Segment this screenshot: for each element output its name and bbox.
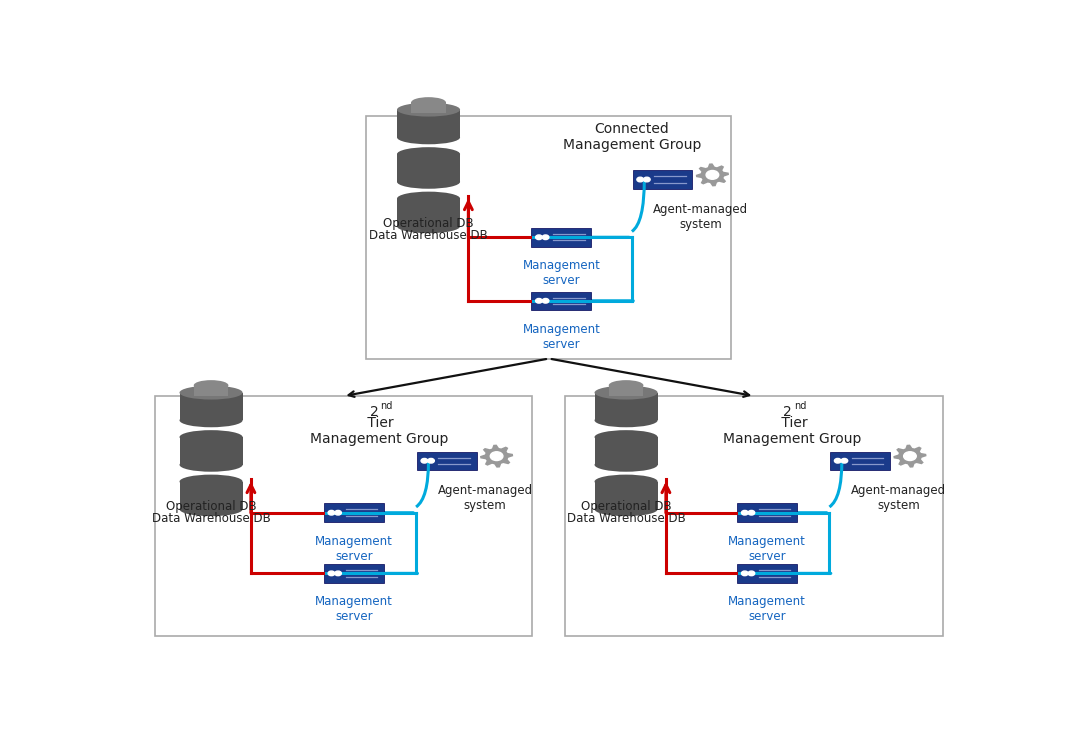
Text: Connected
Management Group: Connected Management Group — [562, 122, 702, 152]
FancyBboxPatch shape — [608, 386, 644, 396]
Text: Management
server: Management server — [315, 535, 393, 562]
Ellipse shape — [397, 103, 461, 116]
FancyBboxPatch shape — [366, 116, 731, 358]
FancyBboxPatch shape — [397, 110, 461, 137]
Circle shape — [328, 571, 335, 576]
Circle shape — [335, 511, 342, 515]
Text: Operational DB: Operational DB — [166, 500, 256, 513]
Ellipse shape — [594, 458, 658, 472]
FancyBboxPatch shape — [531, 228, 591, 247]
FancyBboxPatch shape — [180, 392, 243, 420]
Polygon shape — [480, 445, 513, 468]
Circle shape — [427, 458, 435, 463]
FancyBboxPatch shape — [830, 452, 890, 470]
Circle shape — [328, 511, 335, 515]
Text: Management
server: Management server — [728, 596, 806, 623]
FancyBboxPatch shape — [594, 392, 658, 420]
Ellipse shape — [594, 413, 658, 428]
Ellipse shape — [180, 475, 243, 488]
Text: Agent-managed
system: Agent-managed system — [653, 202, 749, 230]
Circle shape — [335, 571, 342, 576]
Text: Data Warehouse DB: Data Warehouse DB — [567, 512, 685, 524]
Text: Management
server: Management server — [728, 535, 806, 562]
FancyBboxPatch shape — [323, 503, 383, 522]
Ellipse shape — [194, 380, 228, 391]
Ellipse shape — [397, 147, 461, 161]
Ellipse shape — [180, 386, 243, 400]
Text: Management
server: Management server — [315, 596, 393, 623]
Circle shape — [834, 458, 841, 463]
Text: Agent-managed
system: Agent-managed system — [437, 484, 532, 512]
Circle shape — [741, 571, 748, 576]
Ellipse shape — [608, 380, 644, 391]
FancyBboxPatch shape — [397, 154, 461, 182]
Ellipse shape — [180, 413, 243, 428]
Ellipse shape — [397, 192, 461, 206]
Text: Tier
Management Group: Tier Management Group — [310, 416, 448, 446]
Circle shape — [841, 458, 848, 463]
Polygon shape — [893, 445, 926, 468]
FancyBboxPatch shape — [417, 452, 477, 470]
FancyBboxPatch shape — [397, 199, 461, 226]
Ellipse shape — [594, 430, 658, 444]
Ellipse shape — [180, 430, 243, 444]
Text: Tier
Management Group: Tier Management Group — [723, 416, 861, 446]
FancyBboxPatch shape — [180, 437, 243, 465]
Ellipse shape — [594, 386, 658, 400]
FancyBboxPatch shape — [154, 396, 532, 636]
Circle shape — [421, 458, 427, 463]
FancyBboxPatch shape — [737, 503, 797, 522]
FancyBboxPatch shape — [594, 437, 658, 465]
Ellipse shape — [397, 175, 461, 189]
Text: 2: 2 — [369, 405, 379, 418]
Circle shape — [542, 298, 548, 303]
FancyBboxPatch shape — [180, 482, 243, 509]
FancyBboxPatch shape — [323, 564, 383, 583]
Text: Data Warehouse DB: Data Warehouse DB — [369, 229, 488, 242]
Text: Operational DB: Operational DB — [580, 500, 672, 513]
Ellipse shape — [594, 475, 658, 488]
Ellipse shape — [397, 219, 461, 233]
Text: Agent-managed
system: Agent-managed system — [850, 484, 946, 512]
Ellipse shape — [397, 130, 461, 144]
Text: nd: nd — [794, 401, 806, 411]
Circle shape — [904, 452, 917, 460]
FancyBboxPatch shape — [531, 292, 591, 310]
Circle shape — [491, 452, 503, 460]
FancyBboxPatch shape — [565, 396, 944, 636]
Text: 2: 2 — [783, 405, 793, 418]
Circle shape — [748, 571, 755, 576]
Ellipse shape — [594, 503, 658, 516]
Circle shape — [748, 511, 755, 515]
Circle shape — [536, 235, 542, 239]
FancyBboxPatch shape — [594, 482, 658, 509]
Circle shape — [706, 170, 719, 179]
FancyBboxPatch shape — [411, 102, 446, 112]
FancyBboxPatch shape — [633, 170, 693, 189]
Circle shape — [536, 298, 542, 303]
Circle shape — [644, 177, 650, 182]
Circle shape — [542, 235, 548, 239]
Circle shape — [637, 177, 644, 182]
Text: Data Warehouse DB: Data Warehouse DB — [152, 512, 271, 524]
Polygon shape — [696, 164, 729, 187]
Text: Management
server: Management server — [523, 322, 600, 351]
Ellipse shape — [180, 458, 243, 472]
Text: Operational DB: Operational DB — [383, 217, 473, 230]
Ellipse shape — [180, 503, 243, 516]
Text: Management
server: Management server — [523, 260, 600, 287]
FancyBboxPatch shape — [194, 386, 228, 396]
Ellipse shape — [411, 98, 446, 107]
FancyBboxPatch shape — [737, 564, 797, 583]
Circle shape — [741, 511, 748, 515]
Text: nd: nd — [380, 401, 393, 411]
